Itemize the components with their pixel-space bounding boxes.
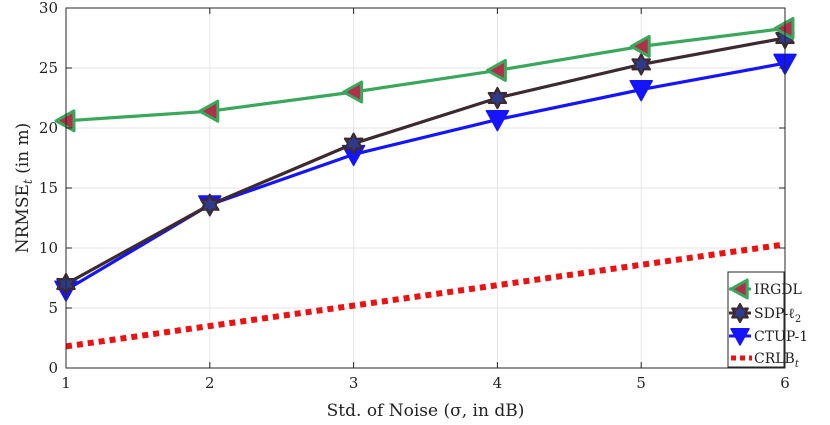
y-tick-label: 20 xyxy=(39,119,58,137)
data-point xyxy=(631,53,651,76)
x-tick-label: 3 xyxy=(349,374,359,392)
series-line xyxy=(65,241,786,350)
legend-swatch-marker xyxy=(730,328,750,346)
data-point xyxy=(200,193,220,216)
legend-entry: SDP-ℓ2 xyxy=(729,302,801,325)
y-tick-label: 25 xyxy=(39,59,58,77)
y-tick-label: 5 xyxy=(48,299,58,317)
data-point xyxy=(629,80,653,102)
x-tick-label: 4 xyxy=(493,374,503,392)
y-tick-label: 10 xyxy=(39,239,58,257)
x-tick-label: 2 xyxy=(205,374,215,392)
data-point xyxy=(198,99,220,123)
axes xyxy=(65,7,786,369)
data-point xyxy=(343,132,364,155)
y-axis-label-unit: (in m) xyxy=(13,123,33,180)
x-tick-label: 6 xyxy=(780,374,790,392)
series-irgdl xyxy=(54,16,795,133)
legend-label-main: CTUP-1 xyxy=(754,329,808,345)
series-crlb xyxy=(65,241,786,350)
legend: IRGDL SDP-ℓ2 CTUP-1 CRLBt xyxy=(727,271,808,370)
legend-label: IRGDL xyxy=(754,282,802,298)
legend-label-sub: t xyxy=(795,359,800,370)
legend-label-main: IRGDL xyxy=(754,282,802,298)
legend-entry: CTUP-1 xyxy=(729,328,808,346)
x-axis-label: Std. of Noise (σ, in dB) xyxy=(327,401,525,421)
data-point xyxy=(485,58,507,82)
legend-label-main: SDP-ℓ xyxy=(754,306,795,322)
x-tick-label: 5 xyxy=(636,374,646,392)
data-point xyxy=(342,80,364,104)
legend-label-main: CRLB xyxy=(754,351,795,367)
y-axis-label-main: NRMSE xyxy=(13,184,33,253)
legend-swatch-marker xyxy=(729,278,749,300)
data-point xyxy=(485,110,510,132)
series-line xyxy=(65,36,786,286)
legend-entry: IRGDL xyxy=(729,278,802,300)
legend-label: CTUP-1 xyxy=(754,329,808,345)
data-point xyxy=(773,16,795,40)
legend-label: SDP-ℓ2 xyxy=(754,306,801,325)
series-line xyxy=(65,26,786,123)
data-point xyxy=(54,109,76,133)
x-tick-label: 1 xyxy=(61,374,71,392)
y-tick-label: 0 xyxy=(48,359,58,377)
y-axis-label: NRMSEt (in m) xyxy=(13,123,35,254)
legend-entry: CRLBt xyxy=(731,351,800,370)
y-tick-label: 30 xyxy=(39,0,58,17)
legend-swatch-marker xyxy=(731,302,749,324)
legend-label: CRLBt xyxy=(754,351,800,370)
data-point xyxy=(629,34,651,58)
data-point xyxy=(487,86,508,110)
legend-label-sub: 2 xyxy=(795,314,801,325)
tick-labels: 1 2 3 4 5 6 0 5 10 15 20 25 30 xyxy=(39,0,790,392)
y-axis-label-sub: t xyxy=(21,179,35,184)
y-tick-label: 15 xyxy=(39,179,58,197)
